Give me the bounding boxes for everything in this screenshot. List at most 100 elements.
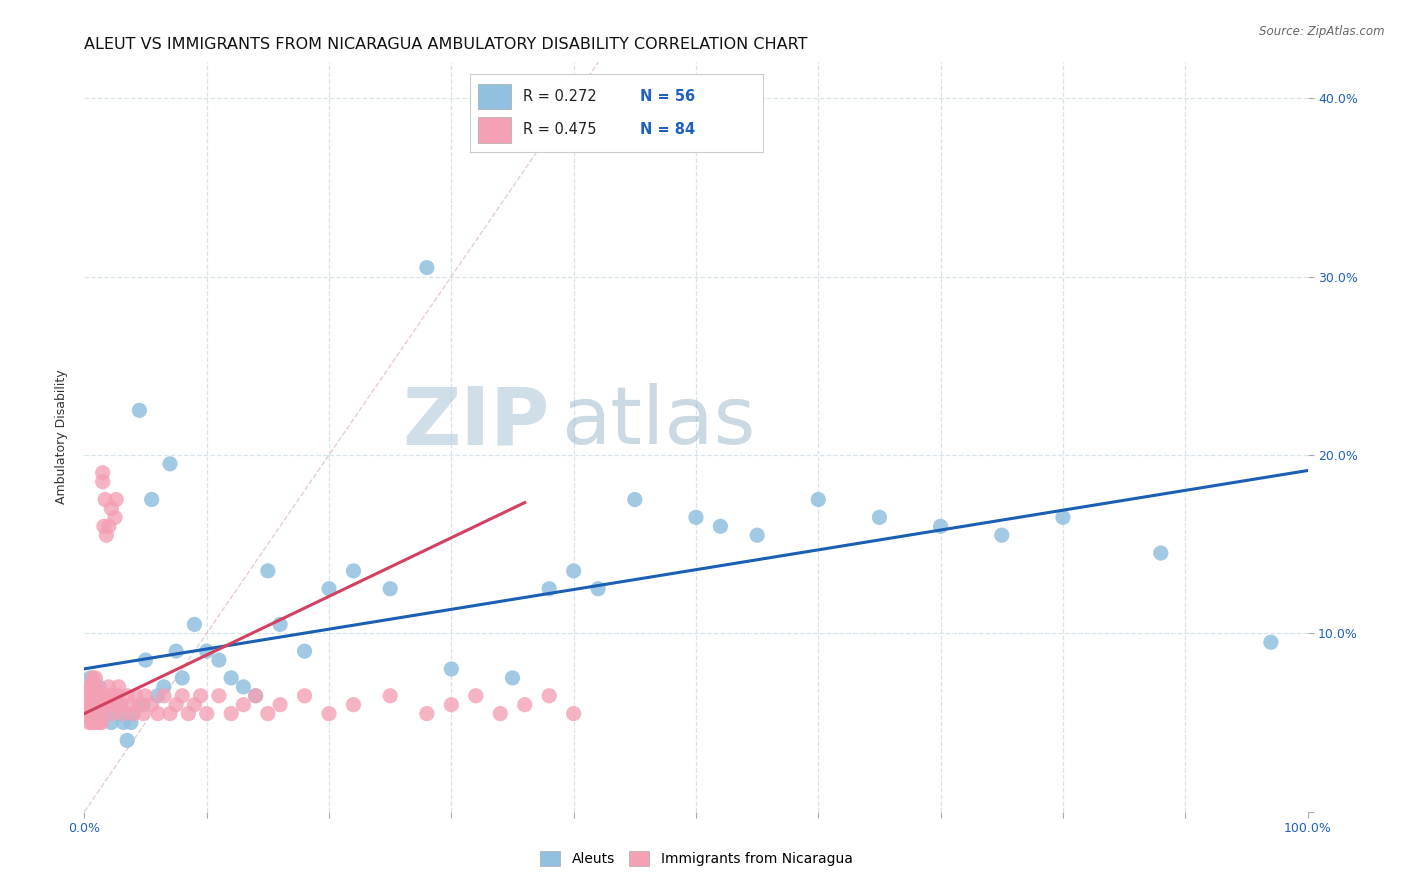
Point	[219, 706, 242, 721]
Point	[195, 644, 218, 658]
Point	[709, 519, 731, 533]
Point	[269, 698, 291, 712]
Point	[135, 653, 157, 667]
Legend: Aleuts, Immigrants from Nicaragua: Aleuts, Immigrants from Nicaragua	[534, 846, 858, 871]
Point	[135, 689, 157, 703]
Point	[80, 698, 103, 712]
Point	[132, 706, 155, 721]
Text: atlas: atlas	[561, 383, 756, 461]
Point	[87, 680, 110, 694]
Point	[97, 519, 120, 533]
Point	[146, 706, 169, 721]
Text: ALEUT VS IMMIGRANTS FROM NICARAGUA AMBULATORY DISABILITY CORRELATION CHART: ALEUT VS IMMIGRANTS FROM NICARAGUA AMBUL…	[84, 37, 808, 52]
Point	[318, 706, 340, 721]
Point	[77, 689, 100, 703]
Point	[97, 698, 120, 712]
Point	[91, 706, 114, 721]
Point	[190, 689, 212, 703]
Point	[82, 706, 104, 721]
Point	[91, 466, 114, 480]
Point	[84, 706, 107, 721]
Point	[101, 706, 124, 721]
Point	[103, 698, 125, 712]
Point	[79, 671, 101, 685]
Point	[83, 698, 105, 712]
Point	[562, 706, 585, 721]
Point	[87, 689, 110, 703]
Point	[489, 706, 512, 721]
Point	[869, 510, 891, 524]
Point	[105, 492, 128, 507]
Point	[294, 644, 316, 658]
Point	[172, 671, 194, 685]
Point	[122, 706, 145, 721]
Point	[294, 689, 316, 703]
Point	[172, 689, 194, 703]
Point	[120, 715, 142, 730]
Point	[141, 698, 163, 712]
Point	[747, 528, 769, 542]
Point	[1052, 510, 1074, 524]
Point	[257, 564, 280, 578]
Point	[94, 492, 117, 507]
Point	[79, 706, 101, 721]
Point	[90, 698, 112, 712]
Point	[195, 706, 218, 721]
Point	[86, 680, 108, 694]
Point	[1260, 635, 1282, 649]
Point	[112, 715, 135, 730]
Point	[77, 706, 100, 721]
Point	[91, 475, 114, 489]
Point	[89, 689, 111, 703]
Point	[82, 689, 104, 703]
Point	[208, 689, 231, 703]
Point	[153, 680, 176, 694]
Point	[96, 689, 118, 703]
Point	[77, 680, 100, 694]
Point	[120, 698, 142, 712]
Point	[165, 698, 187, 712]
Point	[929, 519, 952, 533]
Point	[146, 689, 169, 703]
Point	[104, 510, 127, 524]
Point	[84, 689, 107, 703]
Point	[342, 564, 364, 578]
Point	[183, 617, 205, 632]
Point	[416, 706, 439, 721]
Point	[84, 698, 107, 712]
Point	[80, 680, 103, 694]
Y-axis label: Ambulatory Disability: Ambulatory Disability	[55, 370, 69, 504]
Point	[90, 698, 112, 712]
Point	[110, 706, 132, 721]
Point	[107, 698, 129, 712]
Point	[96, 528, 118, 542]
Point	[107, 680, 129, 694]
Point	[380, 582, 402, 596]
Point	[93, 519, 115, 533]
Point	[90, 715, 112, 730]
Point	[97, 680, 120, 694]
Point	[82, 689, 104, 703]
Point	[1150, 546, 1173, 560]
Point	[586, 582, 609, 596]
Point	[245, 689, 267, 703]
Point	[624, 492, 647, 507]
Point	[86, 698, 108, 712]
Point	[208, 653, 231, 667]
Point	[79, 689, 101, 703]
Point	[83, 715, 105, 730]
Point	[104, 689, 127, 703]
Point	[440, 698, 463, 712]
Point	[79, 698, 101, 712]
Point	[87, 706, 110, 721]
Point	[110, 698, 132, 712]
Point	[105, 689, 128, 703]
Point	[83, 680, 105, 694]
Point	[128, 403, 150, 417]
Point	[991, 528, 1014, 542]
Point	[219, 671, 242, 685]
Point	[94, 689, 117, 703]
Point	[159, 706, 181, 721]
Point	[245, 689, 267, 703]
Point	[96, 698, 118, 712]
